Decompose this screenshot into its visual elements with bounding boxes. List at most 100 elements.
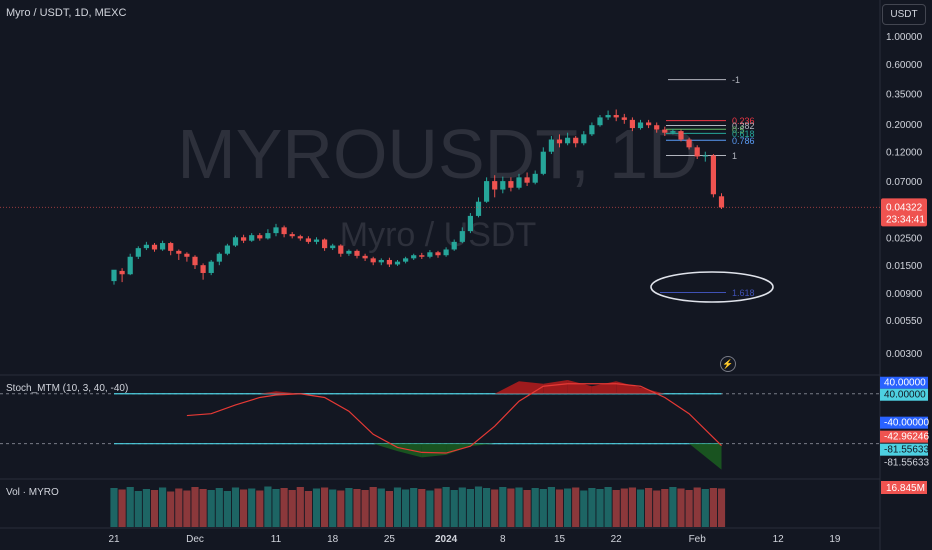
- candle: [565, 132, 571, 146]
- volume-bar: [645, 488, 653, 527]
- volume-bar: [701, 489, 709, 527]
- time-tick: 18: [327, 534, 339, 545]
- volume-bar: [620, 488, 628, 527]
- time-tick: 22: [611, 534, 623, 545]
- volume-bar: [369, 487, 377, 527]
- volume-bar: [677, 488, 685, 527]
- time-tick: 12: [773, 534, 785, 545]
- volume-bar: [288, 490, 296, 527]
- volume-bar: [385, 491, 393, 527]
- candle: [370, 256, 376, 266]
- candle: [176, 249, 182, 260]
- candle: [208, 259, 214, 276]
- candle: [151, 243, 158, 252]
- volume-bar: [312, 488, 321, 527]
- volume-bar: [248, 488, 256, 527]
- fib-level-label: -1: [732, 75, 740, 85]
- volume-bar: [142, 489, 150, 527]
- volume-bar: [361, 490, 369, 527]
- volume-badge: [881, 481, 927, 494]
- price-tick: 0.60000: [886, 60, 923, 71]
- volume-bar: [167, 491, 175, 527]
- candle: [257, 233, 263, 241]
- stoch-overbought-fill: [543, 380, 568, 394]
- volume-bar: [661, 489, 669, 527]
- candle: [362, 253, 368, 261]
- stoch-overbought-fill: [494, 381, 519, 394]
- volume-bar: [272, 489, 280, 527]
- volume-bar: [353, 489, 361, 527]
- candle: [573, 136, 579, 148]
- fib-level-label: 1.618: [732, 288, 755, 298]
- candle: [435, 250, 441, 258]
- candle: [346, 249, 352, 256]
- volume-bar: [345, 488, 353, 527]
- volume-label[interactable]: Vol · MYRO: [6, 487, 59, 498]
- candle: [200, 263, 206, 280]
- volume-bar: [685, 490, 693, 527]
- price-tick: 0.20000: [886, 120, 923, 131]
- candle: [532, 170, 538, 185]
- stoch-axis-label: -81.55633: [884, 445, 929, 456]
- candle: [143, 241, 149, 251]
- volume-bar: [118, 489, 126, 527]
- symbol-header[interactable]: Myro / USDT, 1D, MEXC: [6, 7, 127, 19]
- candle: [184, 252, 190, 262]
- volume-bar: [442, 487, 450, 527]
- ellipse-annotation: [650, 271, 774, 303]
- volume-bar: [564, 488, 572, 527]
- volume-bar: [531, 488, 539, 527]
- time-tick: 11: [271, 534, 282, 545]
- volume-bar: [231, 487, 240, 527]
- fib-level-label: 0.618: [732, 129, 755, 139]
- candle: [297, 234, 303, 241]
- price-tick: 0.00550: [886, 316, 923, 327]
- candle: [694, 145, 700, 159]
- fib-level-label: 0.786: [732, 136, 755, 146]
- volume-bar: [110, 488, 118, 527]
- candle: [451, 239, 457, 251]
- candle: [305, 236, 311, 244]
- time-tick: Feb: [689, 534, 707, 545]
- candle: [192, 255, 198, 269]
- stoch-axis-label: 40.00000: [884, 378, 926, 389]
- stoch-overbought-fill: [591, 381, 617, 394]
- stoch-oversold-fill: [421, 443, 447, 458]
- volume-bar: [628, 487, 636, 527]
- indicator-label[interactable]: Stoch_MTM (10, 3, 40, -40): [6, 383, 129, 394]
- stoch-axis-label: 40.00000: [884, 390, 926, 401]
- stoch-axis-label: -81.55633: [884, 458, 929, 469]
- candle: [168, 241, 174, 256]
- volume-bar: [669, 487, 677, 527]
- volume-bar: [483, 488, 491, 527]
- countdown-label: 23:34:41: [886, 214, 925, 225]
- candle: [241, 234, 247, 244]
- candle: [686, 137, 692, 150]
- candle: [556, 134, 563, 148]
- volume-bar: [499, 487, 507, 527]
- candle: [621, 113, 627, 124]
- volume-bar: [474, 486, 483, 527]
- volume-bar: [175, 488, 183, 527]
- lightning-icon[interactable]: ⚡: [720, 356, 736, 372]
- candle: [613, 109, 619, 122]
- candle: [646, 119, 652, 129]
- volume-bar: [572, 487, 580, 527]
- volume-bar: [450, 490, 458, 527]
- stoch-oversold-fill: [373, 443, 398, 452]
- volume-bar: [426, 490, 434, 527]
- currency-button[interactable]: USDT: [882, 4, 926, 25]
- volume-bar: [596, 489, 604, 527]
- candle: [459, 227, 465, 244]
- last-price-label: 0.04322: [886, 202, 923, 213]
- volume-bar: [653, 490, 661, 527]
- candle: [322, 238, 328, 251]
- stoch-overbought-fill: [259, 391, 276, 394]
- stoch-overbought-fill: [616, 381, 641, 394]
- volume-bar: [240, 489, 248, 527]
- watermark-sub: Myro / USDT: [340, 216, 536, 254]
- price-tick: 0.35000: [886, 89, 923, 100]
- candle: [710, 154, 716, 198]
- candle: [443, 247, 449, 257]
